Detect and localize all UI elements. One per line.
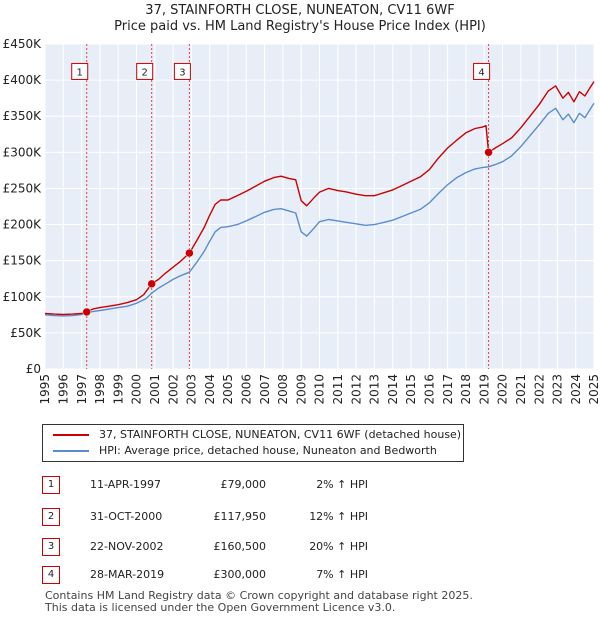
x-tick-label: 1999 xyxy=(111,374,125,405)
sale-date: 11-APR-1997 xyxy=(90,478,162,491)
x-tick-label: 2006 xyxy=(240,374,254,405)
y-tick-label: £450K xyxy=(3,37,43,51)
sale-3-point xyxy=(185,248,194,258)
footer-line-2: This data is licensed under the Open Gov… xyxy=(45,601,396,614)
sale-number-badge: 1 xyxy=(42,476,60,494)
x-tick-label: 2014 xyxy=(386,374,400,405)
x-tick-label: 1998 xyxy=(93,374,107,405)
sale-number-badge: 2 xyxy=(42,508,60,526)
x-tick-label: 2025 xyxy=(587,374,600,405)
sale-number-badge: 3 xyxy=(42,538,60,556)
x-tick-label: 2019 xyxy=(477,374,491,405)
x-tick-label: 2024 xyxy=(569,374,583,405)
sale-date: 31-OCT-2000 xyxy=(90,510,163,523)
price-chart: £0 £50K £100K £150K £200K £250K £300K £350K £400… xyxy=(3,37,600,405)
x-tick-label: 2001 xyxy=(148,374,162,405)
x-tick-label: 2005 xyxy=(221,374,235,405)
x-tick-label: 2000 xyxy=(130,374,144,405)
sale-date: 28-MAR-2019 xyxy=(90,568,165,581)
sale-1-badge: 1 xyxy=(71,62,89,80)
property-price-line xyxy=(44,81,595,316)
sale-row-2: 2 31-OCT-2000 £117,950 12% ↑ HPI xyxy=(42,508,582,528)
y-tick-label: £150K xyxy=(3,254,43,268)
footer-line-1: Contains HM Land Registry data © Crown c… xyxy=(45,589,473,602)
sale-3-badge: 3 xyxy=(173,62,191,80)
x-tick-label: 2003 xyxy=(185,374,199,405)
sale-badge-number: 1 xyxy=(77,67,83,78)
y-tick-label: £0 xyxy=(26,362,41,376)
footer-attribution: Contains HM Land Registry data © Crown c… xyxy=(45,590,473,614)
legend-swatch-blue xyxy=(53,450,89,452)
x-tick-label: 2021 xyxy=(514,374,528,405)
sale-price: £300,000 xyxy=(213,568,267,581)
legend: 37, STAINFORTH CLOSE, NUNEATON, CV11 6WF… xyxy=(42,424,464,462)
x-tick-label: 2013 xyxy=(368,374,382,405)
sale-badge-box xyxy=(71,62,89,80)
sale-price: £160,500 xyxy=(213,540,267,553)
sale-2-point xyxy=(147,279,156,289)
sale-badge-box xyxy=(473,62,491,80)
sale-4-point xyxy=(484,148,493,157)
x-tick-label: 2008 xyxy=(276,374,290,405)
sale-badge-box xyxy=(136,62,154,80)
y-tick-label: £400K xyxy=(3,73,43,87)
y-tick-label: £250K xyxy=(3,181,43,195)
x-tick-label: 2015 xyxy=(404,374,418,405)
sale-badge-box xyxy=(173,62,191,80)
sale-row-1: 1 11-APR-1997 £79,000 2% ↑ HPI xyxy=(42,476,582,496)
sale-price: £79,000 xyxy=(220,478,267,491)
x-tick-label: 2018 xyxy=(459,374,473,405)
y-tick-label: £300K xyxy=(3,145,43,159)
sale-date: 22-NOV-2002 xyxy=(90,540,164,553)
chart-title: 37, STAINFORTH CLOSE, NUNEATON, CV11 6WF xyxy=(145,3,455,18)
legend-swatch-red xyxy=(53,434,89,436)
x-tick-label: 2007 xyxy=(258,374,272,405)
sale-4-badge: 4 xyxy=(473,62,491,80)
sale-row-4: 4 28-MAR-2019 £300,000 7% ↑ HPI xyxy=(42,566,582,586)
y-tick-label: £200K xyxy=(3,218,43,232)
x-tick-label: 2010 xyxy=(313,374,327,405)
x-tick-label: 1997 xyxy=(75,374,89,405)
x-tick-label: 2022 xyxy=(532,374,546,405)
sale-number-badge: 4 xyxy=(42,566,60,584)
x-tick-label: 2002 xyxy=(166,374,180,405)
y-tick-label: £100K xyxy=(3,290,43,304)
x-tick-label: 2011 xyxy=(331,374,345,405)
x-tick-label: 2009 xyxy=(294,374,308,405)
sale-price: £117,950 xyxy=(213,510,267,523)
sale-hpi-delta: 7% ↑ HPI xyxy=(316,568,368,581)
x-tick-label: 2020 xyxy=(496,374,510,405)
chart-subtitle: Price paid vs. HM Land Registry's House … xyxy=(114,19,486,34)
x-tick-label: 2012 xyxy=(349,374,363,405)
x-tick-label: 1996 xyxy=(57,374,71,405)
sale-2-badge: 2 xyxy=(136,62,154,80)
sale-1-point xyxy=(82,307,91,317)
sale-hpi-delta: 20% ↑ HPI xyxy=(309,540,368,553)
x-tick-label: 2004 xyxy=(203,374,217,405)
sale-hpi-delta: 12% ↑ HPI xyxy=(309,510,368,523)
legend-label-hpi: HPI: Average price, detached house, Nune… xyxy=(99,444,437,457)
x-tick-label: 1995 xyxy=(38,374,52,405)
sale-badge-number: 3 xyxy=(179,67,185,78)
legend-label-property: 37, STAINFORTH CLOSE, NUNEATON, CV11 6WF… xyxy=(99,428,462,441)
sale-hpi-delta: 2% ↑ HPI xyxy=(316,478,368,491)
y-tick-label: £350K xyxy=(3,109,43,123)
sale-badge-number: 2 xyxy=(142,67,148,78)
x-tick-label: 2016 xyxy=(423,374,437,405)
x-tick-label: 2023 xyxy=(551,374,565,405)
sale-row-3: 3 22-NOV-2002 £160,500 20% ↑ HPI xyxy=(42,538,582,558)
x-tick-label: 2017 xyxy=(441,374,455,405)
y-tick-label: £50K xyxy=(10,326,42,340)
hpi-line xyxy=(44,102,595,317)
sale-badge-number: 4 xyxy=(478,67,484,78)
